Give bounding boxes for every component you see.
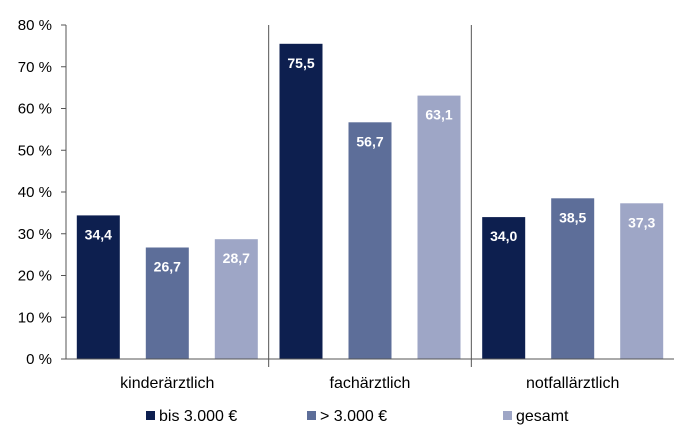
category-label-fachärztlich: fachärztlich [330,375,411,392]
y-tick-label: 30 % [18,226,52,243]
bar-kinderärztlich-1 [76,215,120,359]
y-tick-label: 20 % [18,268,52,285]
legend-swatch-2 [307,411,316,420]
data-label-fachärztlich-1: 75,5 [287,55,314,71]
legend-swatch-3 [503,411,512,420]
bar-fachärztlich-3 [417,95,461,359]
data-label-notfallärztlich-1: 34,0 [490,228,517,244]
data-label-kinderärztlich-3: 28,7 [223,250,250,266]
bar-fachärztlich-1 [279,43,323,360]
data-label-kinderärztlich-1: 34,4 [85,226,112,242]
bar-notfallärztlich-3 [620,203,664,359]
legend-label-1: bis 3.000 € [159,408,237,425]
category-label-notfallärztlich: notfallärztlich [526,375,619,392]
bar-fachärztlich-2 [348,122,392,359]
legend-swatch-1 [146,411,155,420]
data-label-notfallärztlich-2: 38,5 [559,209,586,225]
bar-notfallärztlich-1 [482,217,526,359]
bar-kinderärztlich-2 [145,247,189,359]
legend: bis 3.000 € > 3.000 € gesamt [146,408,569,425]
axis-layer: kinderärztlich fachärztlich notfallärztlic… [18,17,674,392]
y-tick-label: 10 % [18,309,52,326]
y-tick-label: 50 % [18,142,52,159]
data-label-fachärztlich-3: 63,1 [425,107,452,123]
data-label-notfallärztlich-3: 37,3 [628,214,655,230]
bar-kinderärztlich-3 [214,239,258,359]
y-tick-label: 0 % [26,351,52,368]
y-tick-label: 70 % [18,59,52,76]
labels-layer: 34,4 26,7 28,7 75,5 56,7 63,1 34,0 38,5 37,3 [85,55,656,275]
y-tick-label: 80 % [18,17,52,34]
legend-label-2: > 3.000 € [320,408,387,425]
bar-notfallärztlich-2 [551,198,595,359]
y-tick-label: 60 % [18,101,52,118]
legend-label-3: gesamt [516,408,569,425]
bars-layer [76,43,664,360]
category-label-kinderärztlich: kinderärztlich [120,375,214,392]
data-label-kinderärztlich-2: 26,7 [154,259,181,275]
y-tick-label: 40 % [18,184,52,201]
data-label-fachärztlich-2: 56,7 [356,133,383,149]
